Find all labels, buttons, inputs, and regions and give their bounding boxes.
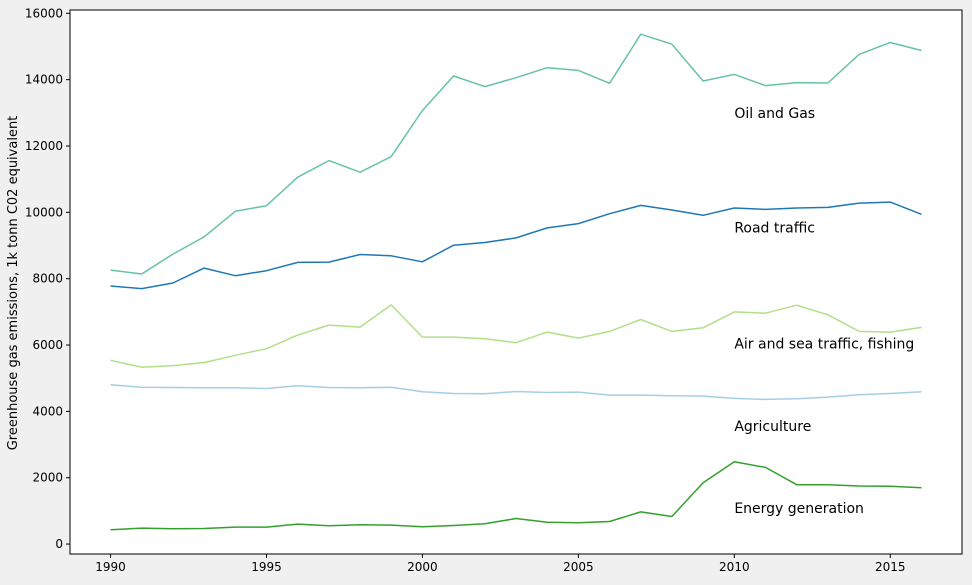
x-tick-label: 2010: [719, 560, 750, 574]
y-tick-label: 14000: [25, 73, 63, 87]
series-line-agriculture: [110, 384, 922, 401]
series-label-oil-and-gas: Oil and Gas: [734, 106, 815, 122]
x-tick-label: 1995: [251, 560, 282, 574]
series-label-air-and-sea-traffic-fishing: Air and sea traffic, fishing: [734, 336, 914, 352]
series-label-agriculture: Agriculture: [734, 419, 811, 435]
y-tick-label: 4000: [32, 404, 63, 418]
y-tick-label: 0: [55, 537, 63, 551]
series-label-road-traffic: Road traffic: [734, 220, 815, 236]
x-tick-label: 2005: [563, 560, 594, 574]
series-line-road-traffic: [110, 201, 922, 290]
x-tick-label: 2015: [875, 560, 906, 574]
x-tick-label: 2000: [407, 560, 438, 574]
y-tick-label: 8000: [32, 272, 63, 286]
series-label-energy-generation: Energy generation: [734, 501, 864, 517]
series-line-energy-generation: [110, 461, 922, 531]
series-lines: [110, 33, 922, 531]
x-tick-label: 1990: [95, 560, 126, 574]
y-tick-label: 10000: [25, 205, 63, 219]
y-tick-label: 2000: [32, 471, 63, 485]
y-axis-label: Greenhouse gas emissions, 1k tonn C02 eq…: [6, 116, 21, 451]
y-tick-label: 16000: [25, 6, 63, 20]
series-labels: Oil and Gas Road traffic Air and sea traff…: [734, 106, 914, 517]
plot-area: [69, 9, 963, 555]
y-tick-label: 6000: [32, 338, 63, 352]
axis-ticks: 1990 1995 2000 2005 2010 2015 0 2000 4000 6000 800…: [25, 6, 906, 574]
y-tick-label: 12000: [25, 139, 63, 153]
series-line-oil-and-gas: [110, 33, 922, 275]
series-line-air-and-sea-traffic-fishing: [110, 304, 922, 368]
